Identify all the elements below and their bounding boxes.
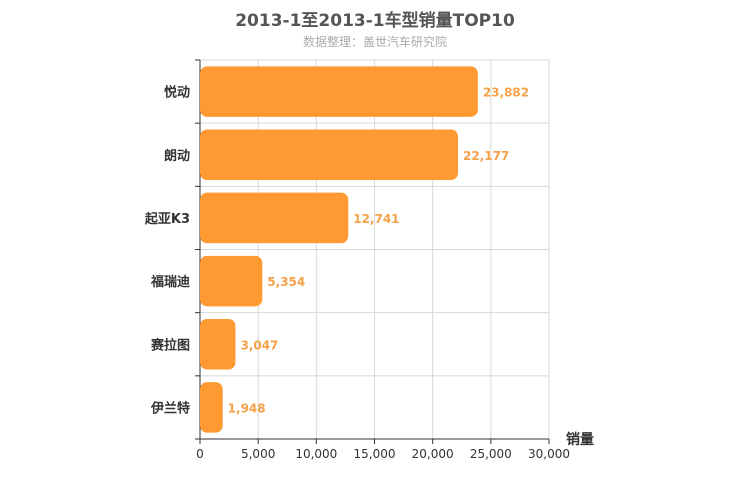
category-label: 悦动 bbox=[164, 85, 190, 101]
x-tick-label: 25,000 bbox=[470, 447, 512, 461]
x-tick-label: 20,000 bbox=[412, 447, 454, 461]
x-tick-label: 10,000 bbox=[295, 447, 337, 461]
data-label: 1,948 bbox=[228, 401, 266, 415]
data-label: 3,047 bbox=[240, 338, 278, 352]
x-tick-label: 30,000 bbox=[528, 447, 570, 461]
data-label: 12,741 bbox=[353, 212, 399, 226]
x-axis-title: 销量 bbox=[566, 431, 594, 448]
category-label: 赛拉图 bbox=[150, 337, 190, 353]
bar bbox=[200, 129, 458, 181]
data-label: 5,354 bbox=[267, 275, 305, 289]
chart-title: 2013-1至2013-1车型销量TOP10 bbox=[235, 11, 515, 31]
category-label: 起亚K3 bbox=[144, 211, 190, 227]
data-label: 22,177 bbox=[463, 149, 509, 163]
chart-subtitle: 数据整理：盖世汽车研究院 bbox=[302, 35, 447, 49]
bar bbox=[200, 255, 263, 307]
x-tick-label: 0 bbox=[196, 447, 204, 461]
category-label: 朗动 bbox=[164, 148, 190, 164]
bar bbox=[200, 318, 236, 370]
x-tick-label: 5,000 bbox=[241, 447, 275, 461]
bar bbox=[200, 66, 478, 117]
bar bbox=[200, 382, 223, 433]
data-label: 23,882 bbox=[483, 86, 529, 100]
x-tick-label: 15,000 bbox=[354, 447, 396, 461]
bar bbox=[200, 192, 349, 244]
category-label: 伊兰特 bbox=[150, 400, 190, 416]
category-label: 福瑞迪 bbox=[150, 274, 190, 290]
